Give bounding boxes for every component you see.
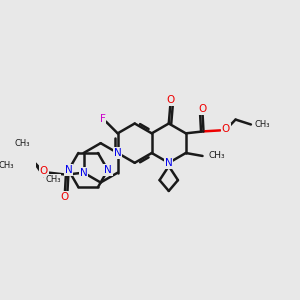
Text: CH₃: CH₃ <box>0 161 14 170</box>
Text: CH₃: CH₃ <box>14 139 30 148</box>
Text: O: O <box>40 166 48 176</box>
Text: O: O <box>61 192 69 202</box>
Text: N: N <box>165 158 172 168</box>
Text: CH₃: CH₃ <box>208 152 225 160</box>
Text: N: N <box>104 165 112 175</box>
Text: O: O <box>198 104 207 114</box>
Text: F: F <box>100 114 106 124</box>
Text: N: N <box>114 148 122 158</box>
Text: N: N <box>64 165 72 175</box>
Text: N: N <box>114 148 122 158</box>
Text: N: N <box>80 168 88 178</box>
Text: O: O <box>166 95 175 105</box>
Text: CH₃: CH₃ <box>254 120 270 129</box>
Text: O: O <box>222 124 230 134</box>
Text: CH₃: CH₃ <box>45 175 61 184</box>
